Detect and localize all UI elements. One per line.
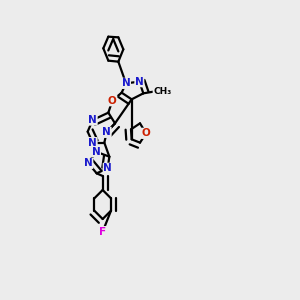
Text: N: N xyxy=(135,77,144,87)
Text: N: N xyxy=(122,78,130,88)
Text: N: N xyxy=(92,147,100,157)
Text: O: O xyxy=(142,128,150,138)
Text: N: N xyxy=(103,163,112,173)
Text: CH₃: CH₃ xyxy=(153,87,172,96)
Text: N: N xyxy=(88,138,97,148)
Text: N: N xyxy=(84,158,93,168)
Text: O: O xyxy=(108,96,117,106)
Text: F: F xyxy=(99,227,106,237)
Text: N: N xyxy=(102,127,111,137)
Text: N: N xyxy=(88,115,97,125)
